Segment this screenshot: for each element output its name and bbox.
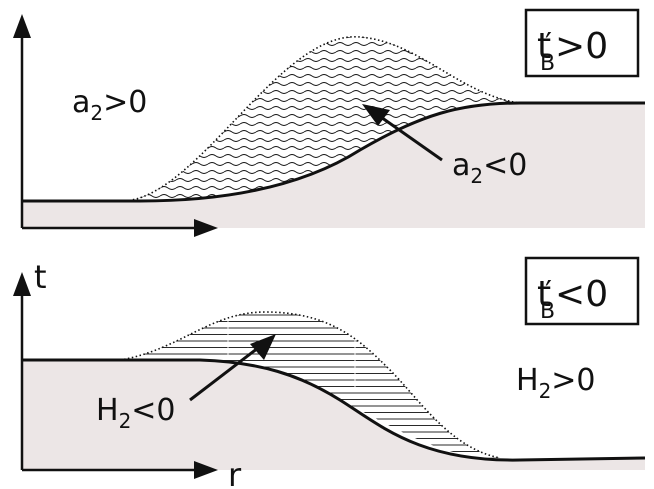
- top-panel: [13, 8, 645, 237]
- bottom-x-axis-label: r: [228, 456, 242, 489]
- bottom-boundary-curve: [22, 358, 646, 462]
- top-hatched-region: [125, 36, 520, 201]
- bottom-dotted-boundary: [119, 311, 501, 459]
- top-y-arrowhead: [13, 14, 31, 38]
- bottom-annotation-arrow-line: [189, 346, 259, 402]
- bottom-arrow-label: H2<0: [96, 393, 176, 433]
- bottom-hatched-region: [120, 312, 500, 458]
- top-condition-box: [524, 8, 640, 78]
- top-arrow-label: a2<0: [452, 148, 527, 188]
- bottom-right-label: H2>0: [516, 363, 596, 403]
- bottom-panel: [13, 256, 646, 479]
- bottom-x-arrowhead: [194, 461, 218, 479]
- top-boundary-curve: [22, 101, 645, 203]
- bottom-annotation-arrowhead: [250, 334, 276, 360]
- top-box-label: t′ B>0: [537, 26, 608, 76]
- top-annotation-arrowhead: [362, 104, 390, 126]
- top-left-label: a2>0: [72, 85, 147, 125]
- bottom-region-fill: [22, 360, 645, 470]
- bottom-box-label: t′ B<0: [537, 274, 608, 324]
- top-x-arrowhead: [194, 219, 218, 237]
- bottom-y-arrowhead: [13, 272, 31, 296]
- bottom-condition-box: [524, 256, 640, 326]
- top-annotation-arrow-line: [377, 113, 443, 162]
- bottom-y-axis-label: t: [34, 258, 47, 296]
